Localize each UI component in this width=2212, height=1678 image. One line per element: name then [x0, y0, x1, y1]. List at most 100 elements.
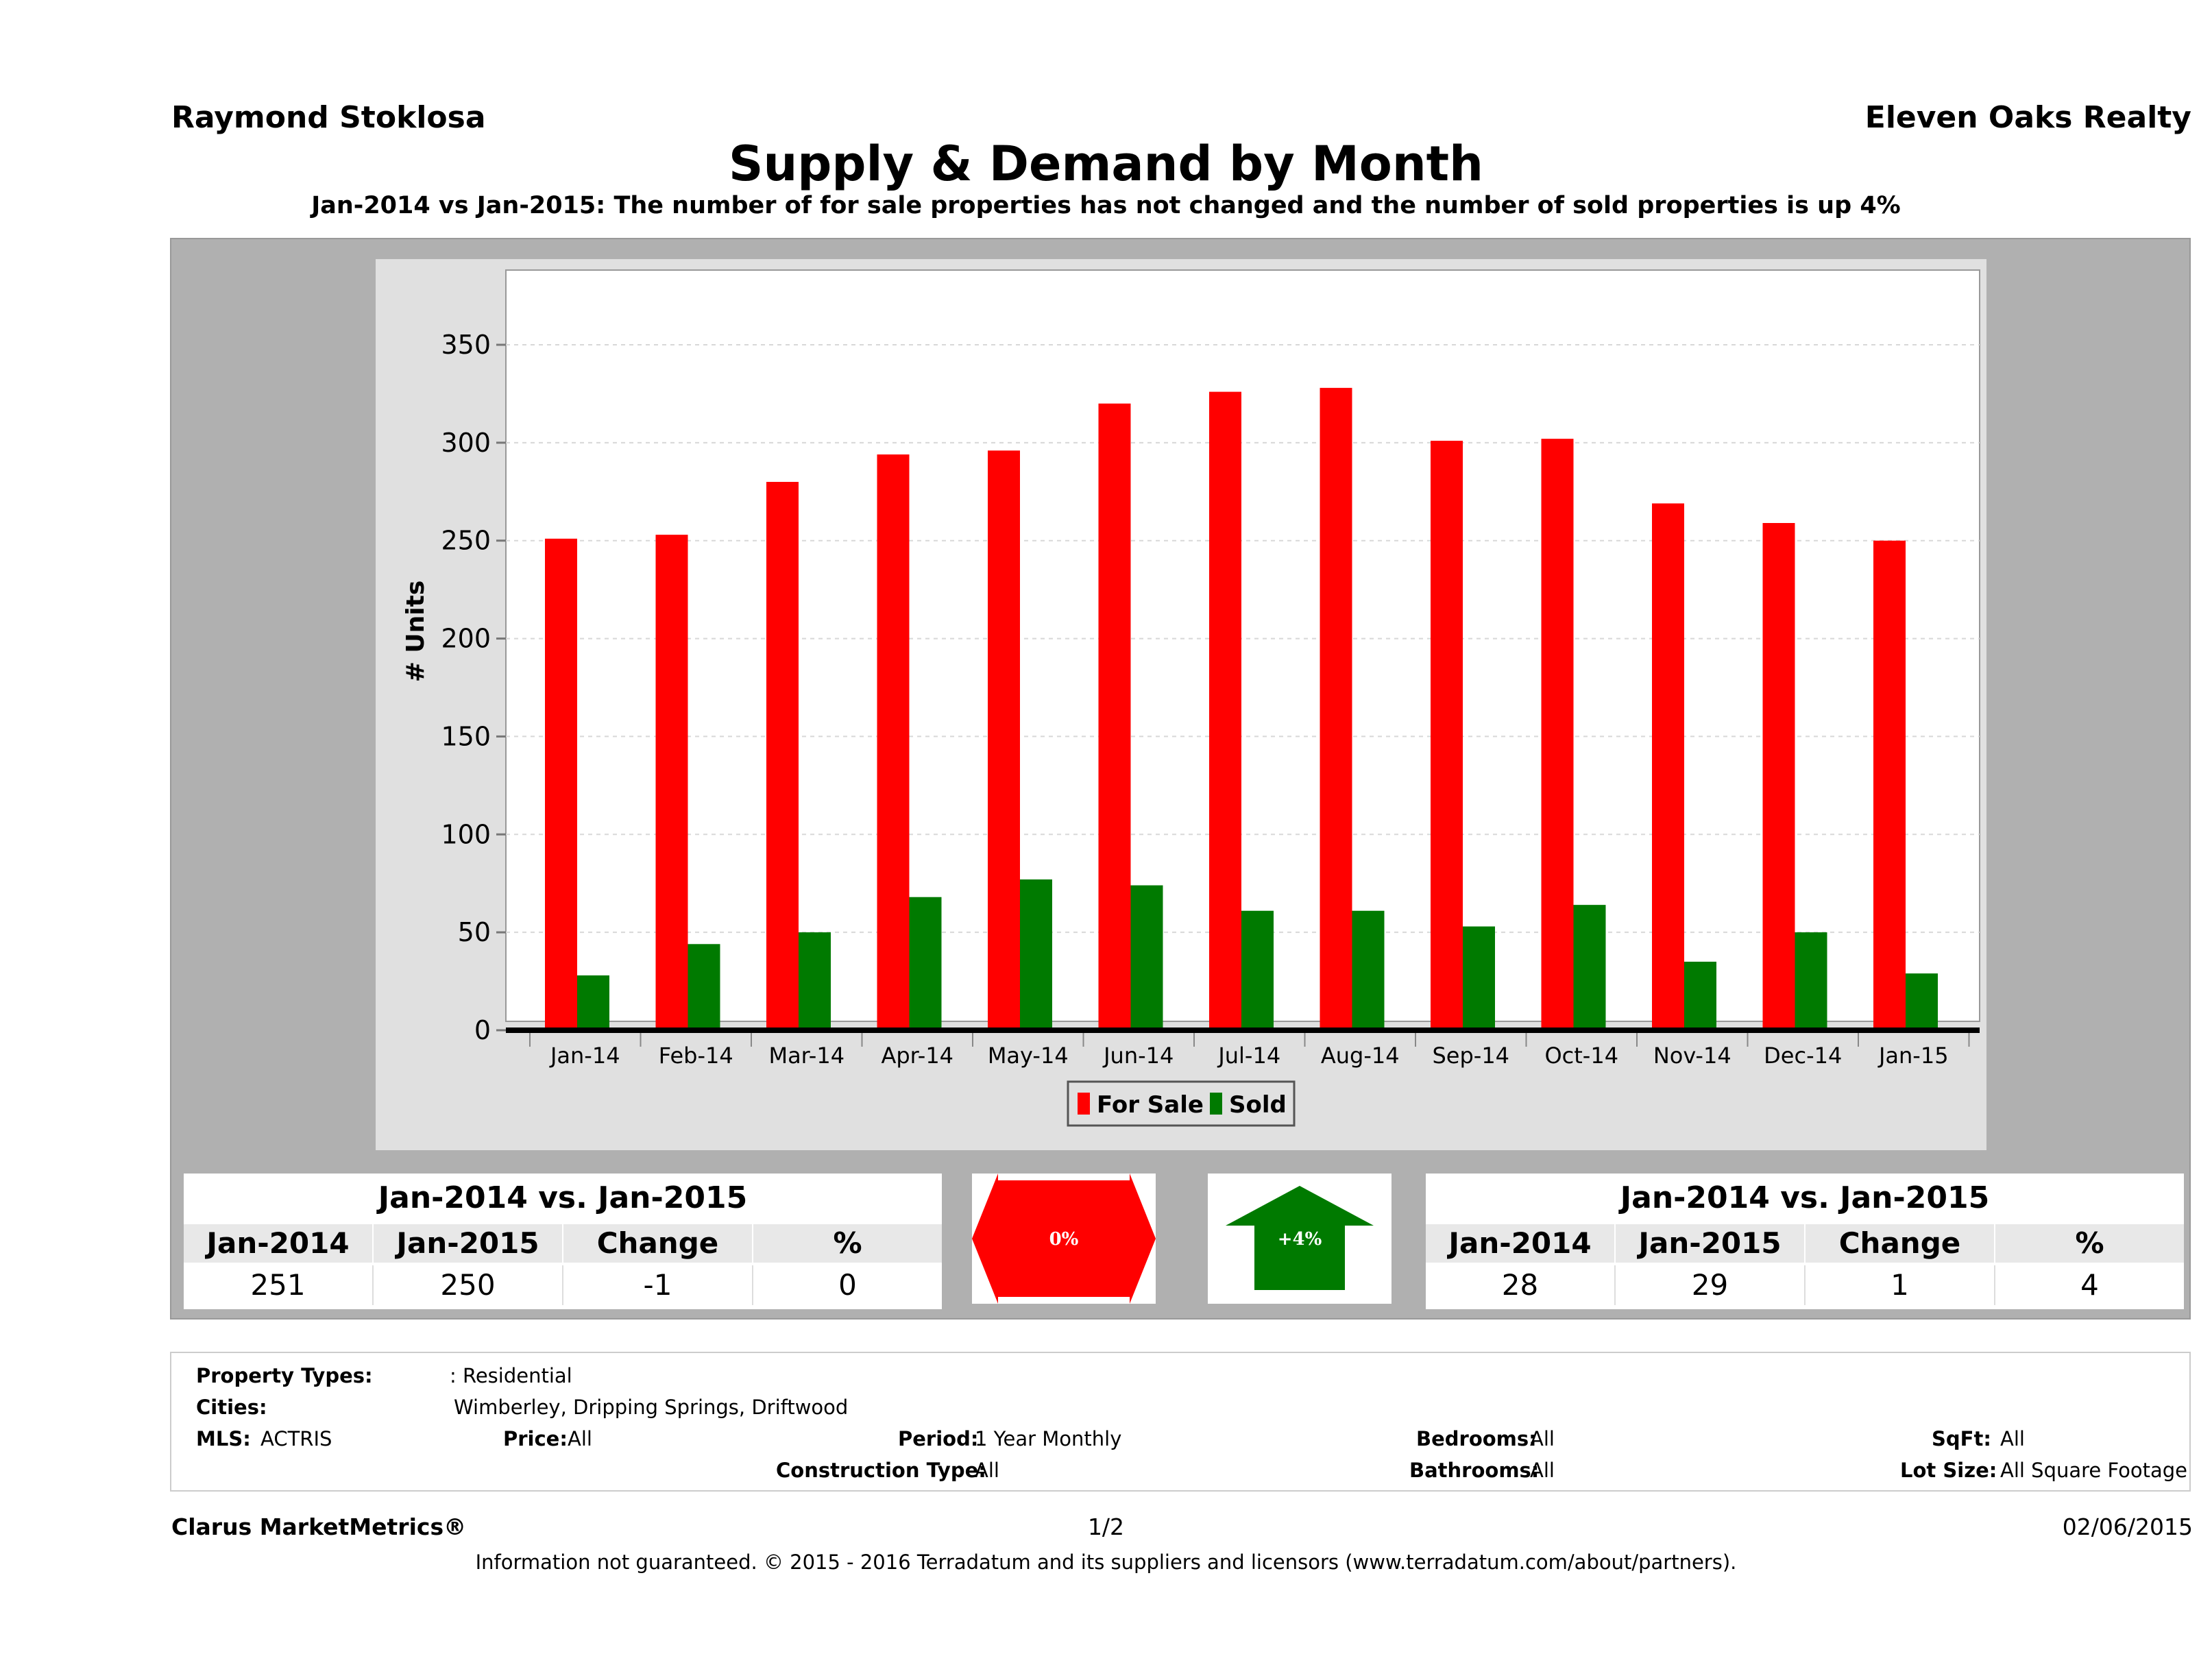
bar-for-sale	[988, 450, 1020, 1030]
bar-sold	[577, 975, 609, 1030]
x-tick-label: Jan-14	[549, 1043, 620, 1069]
lot-size-label: Lot Size:	[1900, 1459, 1997, 1482]
sqft-value: All	[2000, 1427, 2025, 1450]
sqft-label: SqFt:	[1932, 1427, 1991, 1450]
legend-sold-swatch	[1210, 1093, 1222, 1115]
price-label: Price:	[503, 1427, 568, 1450]
bar-for-sale	[1762, 523, 1795, 1030]
footer-date: 02/06/2015	[2062, 1513, 2193, 1540]
sold-table-row: 28 29 1 4	[1426, 1265, 2184, 1305]
y-tick-label: 350	[441, 330, 491, 360]
header-cell: Change	[563, 1224, 753, 1263]
brokerage-name: Eleven Oaks Realty	[1864, 100, 2191, 135]
x-tick-label: Apr-14	[881, 1043, 953, 1069]
sold-table-title: Jan-2014 vs. Jan-2015	[1620, 1180, 1990, 1215]
for-sale-table-title: Jan-2014 vs. Jan-2015	[378, 1180, 748, 1215]
footer-brand: Clarus MarketMetrics®	[171, 1513, 467, 1540]
value-cell: 28	[1426, 1265, 1616, 1305]
grid-lines	[506, 344, 1980, 934]
plot-area	[505, 269, 1980, 1022]
y-tick-label: 50	[458, 917, 491, 947]
x-tick-label: Mar-14	[768, 1043, 844, 1069]
bar-sold	[799, 932, 831, 1030]
bar-sold	[1463, 926, 1495, 1030]
bar-sold	[909, 897, 942, 1030]
bar-sold	[1573, 905, 1606, 1030]
x-tick-label: Dec-14	[1764, 1043, 1842, 1069]
y-tick-label: 200	[441, 624, 491, 654]
x-tick-label: Jan-15	[1877, 1043, 1949, 1069]
x-tick-label: Oct-14	[1544, 1043, 1618, 1069]
for-sale-table-header: Jan-2014 Jan-2015 Change %	[184, 1224, 942, 1263]
header-cell: Jan-2015	[1616, 1224, 1806, 1263]
double-arrow-icon: 0%	[972, 1174, 1156, 1304]
header-cell: Jan-2015	[374, 1224, 563, 1263]
bar-sold	[1795, 932, 1827, 1030]
sold-change-label: +4%	[1278, 1229, 1322, 1250]
criteria-box: Property Types: : Residential Cities: Wi…	[170, 1352, 2191, 1492]
for-sale-comparison-table: Jan-2014 vs. Jan-2015 Jan-2014 Jan-2015 …	[184, 1174, 942, 1309]
cities-label: Cities:	[196, 1396, 267, 1419]
bar-sold	[1906, 973, 1938, 1030]
legend: For Sale Sold	[1067, 1080, 1296, 1127]
value-cell: 29	[1616, 1265, 1806, 1305]
period-label: Period:	[898, 1427, 979, 1450]
y-axis-ticks: 0 50 100 150 200 250 300 350	[441, 330, 506, 1045]
bathrooms-value: All	[1530, 1459, 1555, 1482]
bar-for-sale	[1431, 441, 1463, 1030]
x-tick-label: May-14	[988, 1043, 1069, 1069]
x-tick-label: Sep-14	[1432, 1043, 1509, 1069]
up-arrow-icon: +4%	[1226, 1186, 1374, 1290]
mls-label: MLS:	[196, 1427, 251, 1450]
bar-sold	[1020, 879, 1052, 1030]
for-sale-change-label: 0%	[1049, 1229, 1079, 1250]
sold-table-header: Jan-2014 Jan-2015 Change %	[1426, 1224, 2184, 1263]
value-cell: 251	[184, 1265, 374, 1305]
bedrooms-label: Bedrooms:	[1416, 1427, 1537, 1450]
for-sale-table-row: 251 250 -1 0	[184, 1265, 942, 1305]
y-tick-label: 0	[474, 1015, 491, 1045]
bar-sold	[1684, 962, 1716, 1030]
y-axis-label: # Units	[402, 581, 430, 683]
y-tick-label: 150	[441, 721, 491, 751]
bar-sold	[1241, 910, 1274, 1030]
x-tick-label: Aug-14	[1321, 1043, 1400, 1069]
y-tick-label: 100	[441, 819, 491, 849]
mls-value: ACTRIS	[260, 1427, 332, 1450]
bedrooms-value: All	[1530, 1427, 1555, 1450]
value-cell: 4	[2080, 1268, 2099, 1302]
bars	[545, 387, 1938, 1030]
chart-title: Supply & Demand by Month	[729, 136, 1483, 192]
header-cell: Change	[1806, 1224, 1995, 1263]
bar-for-sale	[1652, 503, 1684, 1030]
bar-for-sale	[545, 538, 577, 1030]
footer-page-number: 1/2	[1087, 1513, 1125, 1540]
legend-sold-label: Sold	[1229, 1091, 1287, 1119]
x-tick-label: Nov-14	[1653, 1043, 1731, 1069]
bathrooms-label: Bathrooms:	[1409, 1459, 1540, 1482]
bar-for-sale	[1541, 439, 1574, 1030]
price-value: All	[568, 1427, 592, 1450]
construction-type-label: Construction Type:	[776, 1459, 986, 1482]
x-tick-label: Feb-14	[659, 1043, 733, 1069]
for-sale-change-indicator: 0%	[972, 1174, 1156, 1304]
agent-name: Raymond Stoklosa	[171, 100, 486, 135]
header-cell: %	[833, 1226, 862, 1260]
header-cell: Jan-2014	[184, 1224, 374, 1263]
value-cell: 250	[374, 1265, 563, 1305]
value-cell: -1	[563, 1265, 753, 1305]
bar-for-sale	[655, 535, 688, 1030]
bar-for-sale	[877, 454, 910, 1030]
construction-type-value: All	[975, 1459, 999, 1482]
x-axis-ticks: Jan-14 Feb-14 Mar-14 Apr-14 May-14 Jun-14 Jul-…	[529, 1030, 1970, 1069]
sold-comparison-table: Jan-2014 vs. Jan-2015 Jan-2014 Jan-2015 …	[1426, 1174, 2184, 1309]
bar-sold	[1352, 910, 1385, 1030]
y-tick-label: 250	[441, 526, 491, 556]
legend-for-sale-label: For Sale	[1097, 1091, 1204, 1119]
bar-for-sale	[1098, 403, 1131, 1030]
y-tick-label: 300	[441, 428, 491, 458]
period-value: 1 Year Monthly	[975, 1427, 1122, 1450]
chart-subtitle: Jan-2014 vs Jan-2015: The number of for …	[311, 192, 1901, 219]
bar-sold	[688, 944, 720, 1030]
value-cell: 1	[1806, 1265, 1995, 1305]
